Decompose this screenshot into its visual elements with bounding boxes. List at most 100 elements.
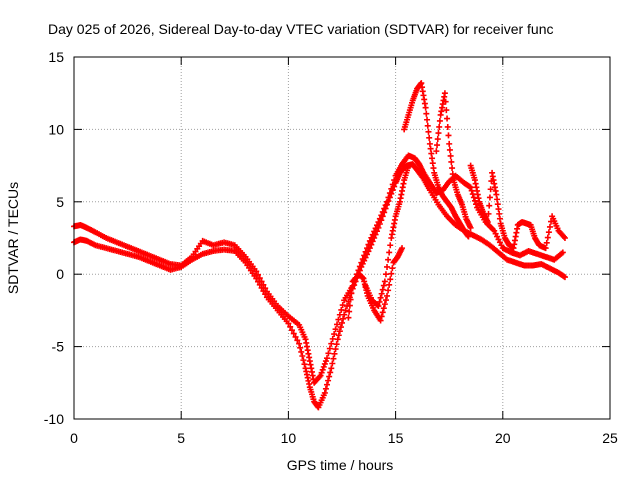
data-point: [332, 346, 339, 353]
data-point: [471, 197, 478, 204]
data-point: [301, 361, 308, 368]
data-point: [386, 249, 393, 256]
data-point: [389, 181, 396, 188]
data-point: [379, 309, 386, 316]
data-point: [333, 321, 340, 328]
data-point: [389, 265, 396, 272]
data-point: [434, 136, 441, 143]
plot-frame: [73, 56, 611, 420]
x-axis-label: GPS time / hours: [287, 457, 394, 473]
data-point: [387, 276, 394, 283]
data-point: [424, 122, 431, 129]
data-point: [377, 317, 384, 324]
data-point: [300, 357, 307, 364]
y-tick-label: 5: [56, 194, 64, 210]
data-point: [380, 282, 387, 289]
data-point: [445, 132, 452, 139]
data-point: [544, 234, 551, 241]
data-point: [436, 117, 443, 124]
data-point: [465, 233, 472, 240]
data-point: [434, 142, 441, 149]
data-point: [386, 281, 393, 288]
data-point: [561, 274, 568, 281]
data-point: [288, 327, 295, 334]
data-point: [446, 146, 453, 153]
data-point: [253, 268, 260, 275]
y-tick-label: 0: [56, 266, 64, 282]
data-point: [377, 294, 384, 301]
data-point: [399, 245, 406, 252]
data-point: [256, 275, 263, 282]
data-point: [296, 340, 303, 347]
data-point: [374, 222, 381, 229]
data-point: [347, 296, 354, 303]
data-point: [318, 369, 325, 376]
data-point: [319, 366, 326, 373]
data-point: [387, 242, 394, 249]
data-point: [329, 335, 336, 342]
data-point: [425, 128, 432, 135]
data-point: [388, 185, 395, 192]
data-point: [336, 328, 343, 335]
data-point: [326, 345, 333, 352]
data-point: [333, 341, 340, 348]
data-point: [380, 305, 387, 312]
data-point: [543, 239, 550, 246]
series-secondary-track: [345, 245, 406, 324]
data-point: [378, 313, 385, 320]
data-point: [381, 301, 388, 308]
data-point: [484, 219, 491, 226]
data-point: [388, 270, 395, 277]
data-point: [369, 231, 376, 238]
data-point: [331, 350, 338, 357]
data-point: [385, 256, 392, 263]
data-point: [375, 219, 382, 226]
grid-lines: [74, 57, 610, 419]
data-point: [362, 248, 369, 255]
data-point: [322, 385, 329, 392]
data-point: [356, 263, 363, 270]
data-point: [329, 360, 336, 367]
data-point: [449, 165, 456, 172]
data-point: [349, 284, 356, 291]
data-point: [285, 320, 292, 327]
x-tick-label: 20: [495, 430, 511, 446]
data-point: [446, 140, 453, 147]
data-point: [405, 162, 412, 169]
data-point: [545, 229, 552, 236]
data-point: [385, 287, 392, 294]
data-point: [374, 302, 381, 309]
data-point: [365, 241, 372, 248]
data-point: [486, 194, 493, 201]
data-point: [384, 198, 391, 205]
data-point: [381, 205, 388, 212]
data-point: [371, 228, 378, 235]
data-point: [299, 353, 306, 360]
data-point: [335, 316, 342, 323]
data-point: [323, 355, 330, 362]
data-point: [260, 281, 267, 288]
y-tick-label: 10: [48, 121, 64, 137]
data-point: [447, 152, 454, 159]
data-point: [334, 336, 341, 343]
y-tick-label: -10: [44, 411, 64, 427]
data-point: [381, 278, 388, 285]
data-point: [435, 130, 442, 137]
data-point: [358, 259, 365, 266]
data-point: [379, 286, 386, 293]
data-points: [71, 80, 568, 411]
data-point: [317, 372, 324, 379]
data-point: [561, 235, 568, 241]
data-point: [331, 331, 338, 338]
data-point: [485, 210, 492, 217]
data-point: [335, 332, 342, 339]
data-point: [449, 171, 456, 178]
data-point: [287, 323, 294, 330]
data-point: [330, 355, 337, 362]
data-point: [441, 90, 448, 97]
data-point: [559, 249, 566, 256]
data-point: [328, 340, 335, 347]
data-point: [321, 360, 328, 367]
data-point: [258, 278, 265, 285]
data-point: [444, 115, 451, 122]
